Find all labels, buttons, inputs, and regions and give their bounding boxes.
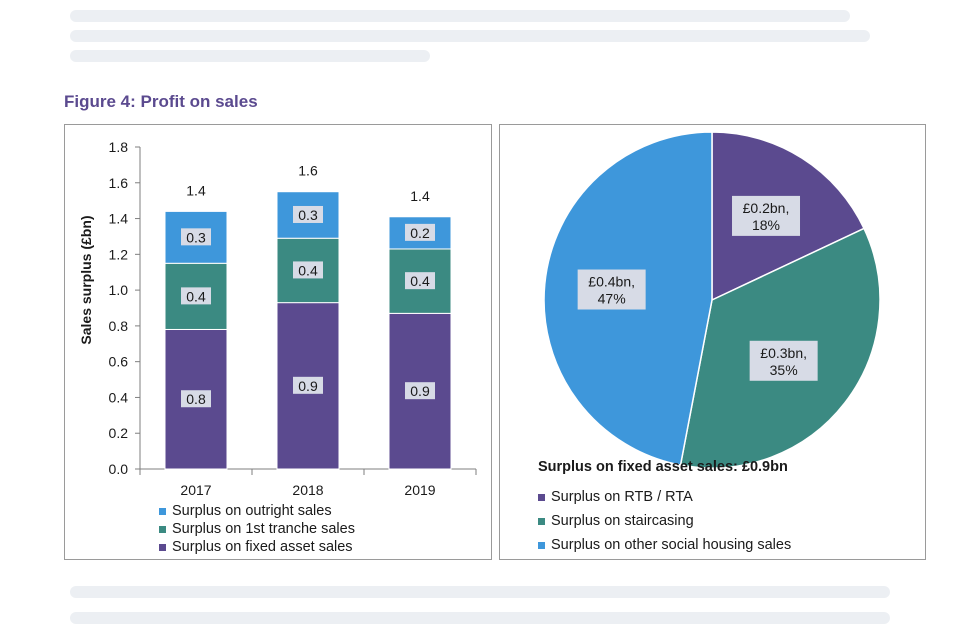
legend-label: Surplus on other social housing sales bbox=[551, 537, 792, 553]
blurred-text-line bbox=[70, 612, 890, 624]
legend-item: Surplus on staircasing bbox=[538, 509, 791, 533]
legend-swatch bbox=[538, 493, 545, 501]
y-tick-label: 1.2 bbox=[109, 246, 129, 262]
pie-data-label-percent: 47% bbox=[598, 291, 626, 307]
pie-data-label-value: £0.3bn, bbox=[760, 345, 807, 361]
legend-label: Surplus on fixed asset sales bbox=[172, 539, 353, 555]
bar-data-label: 0.3 bbox=[298, 207, 318, 223]
blurred-text-line bbox=[70, 10, 850, 22]
y-tick-label: 1.0 bbox=[109, 282, 129, 298]
bar-data-label: 0.4 bbox=[298, 262, 318, 278]
legend-item: Surplus on RTB / RTA bbox=[538, 485, 791, 509]
bar-data-label-box bbox=[293, 261, 323, 279]
bar-data-label-box bbox=[293, 376, 323, 394]
y-tick-label: 0.6 bbox=[109, 354, 129, 370]
legend-swatch bbox=[159, 507, 166, 515]
y-axis-title: Sales surplus (£bn) bbox=[78, 215, 94, 344]
bar-data-label-box bbox=[181, 287, 211, 305]
pie-chart: £0.2bn,18% £0.3bn,35% £0.4bn,47% bbox=[543, 131, 881, 469]
bar-chart-legend: Surplus on outright sales Surplus on 1st … bbox=[159, 502, 355, 556]
y-tick-label: 1.4 bbox=[109, 211, 129, 227]
bar-chart-panel: 0.0 0.2 0.4 0.6 0.8 1.0 1.2 1.4 1.6 1.8 0.8 0.4 0.3 1… bbox=[64, 124, 492, 560]
bar-total-label: 1.4 bbox=[186, 182, 206, 198]
pie-chart-legend: Surplus on RTB / RTA Surplus on staircasi… bbox=[538, 485, 791, 557]
bar-data-label-box bbox=[405, 382, 435, 400]
blurred-text-line bbox=[70, 586, 890, 598]
legend-label: Surplus on RTB / RTA bbox=[551, 489, 693, 505]
pie-chart-title: Surplus on fixed asset sales: £0.9bn bbox=[538, 459, 788, 475]
legend-swatch bbox=[538, 541, 545, 549]
pie-data-label-box bbox=[577, 269, 646, 310]
bar-data-label: 0.4 bbox=[410, 273, 430, 289]
legend-item: Surplus on fixed asset sales bbox=[159, 538, 355, 556]
pie-data-label-box bbox=[732, 195, 801, 236]
bar-data-label: 0.8 bbox=[186, 391, 206, 407]
bar-data-label-box bbox=[405, 223, 435, 241]
x-category-label: 2018 bbox=[292, 482, 323, 498]
pie-data-label-value: £0.4bn, bbox=[588, 274, 635, 290]
pie-data-label-percent: 35% bbox=[770, 362, 798, 378]
bar-plot-area: 0.0 0.2 0.4 0.6 0.8 1.0 1.2 1.4 1.6 1.8 0.8 0.4 0.3 1… bbox=[109, 139, 477, 498]
y-tick-label: 0.2 bbox=[109, 425, 129, 441]
y-tick-label: 1.6 bbox=[109, 175, 129, 191]
legend-swatch bbox=[538, 517, 545, 525]
bar-data-label: 0.9 bbox=[298, 378, 318, 394]
y-tick-label: 0.0 bbox=[109, 461, 129, 477]
blurred-text-line bbox=[70, 50, 430, 62]
bar-chart: 0.0 0.2 0.4 0.6 0.8 1.0 1.2 1.4 1.6 1.8 0.8 0.4 0.3 1… bbox=[78, 139, 477, 498]
bar-data-label-box bbox=[181, 228, 211, 246]
bar-data-label-box bbox=[405, 272, 435, 290]
legend-label: Surplus on staircasing bbox=[551, 513, 694, 529]
figure-title: Figure 4: Profit on sales bbox=[64, 92, 258, 111]
pie-data-label-percent: 18% bbox=[752, 217, 780, 233]
bar-data-label-box bbox=[293, 205, 323, 223]
legend-item: Surplus on 1st tranche sales bbox=[159, 520, 355, 538]
bar-data-label: 0.4 bbox=[186, 288, 206, 304]
legend-label: Surplus on outright sales bbox=[172, 503, 332, 519]
x-category-label: 2017 bbox=[180, 482, 211, 498]
blurred-text-line bbox=[70, 30, 870, 42]
y-tick-label: 1.8 bbox=[109, 139, 129, 155]
x-category-label: 2019 bbox=[404, 482, 435, 498]
pie-data-label-box bbox=[749, 340, 818, 381]
y-tick-label: 0.8 bbox=[109, 318, 129, 334]
bar-data-label: 0.9 bbox=[410, 383, 430, 399]
legend-swatch bbox=[159, 543, 166, 551]
y-tick-label: 0.4 bbox=[109, 389, 129, 405]
pie-data-label-value: £0.2bn, bbox=[743, 200, 790, 216]
legend-item: Surplus on outright sales bbox=[159, 502, 355, 520]
bar-data-label-box bbox=[181, 390, 211, 408]
bar-data-label: 0.2 bbox=[410, 225, 430, 241]
legend-item: Surplus on other social housing sales bbox=[538, 533, 791, 557]
bar-data-label: 0.3 bbox=[186, 229, 206, 245]
legend-swatch bbox=[159, 525, 166, 533]
bar-total-label: 1.4 bbox=[410, 188, 430, 204]
bar-total-label: 1.6 bbox=[298, 163, 318, 179]
legend-label: Surplus on 1st tranche sales bbox=[172, 521, 355, 537]
pie-chart-panel: £0.2bn, 18% £0.3bn, 35% £0.4bn, 47% Surplus o… bbox=[499, 124, 926, 560]
